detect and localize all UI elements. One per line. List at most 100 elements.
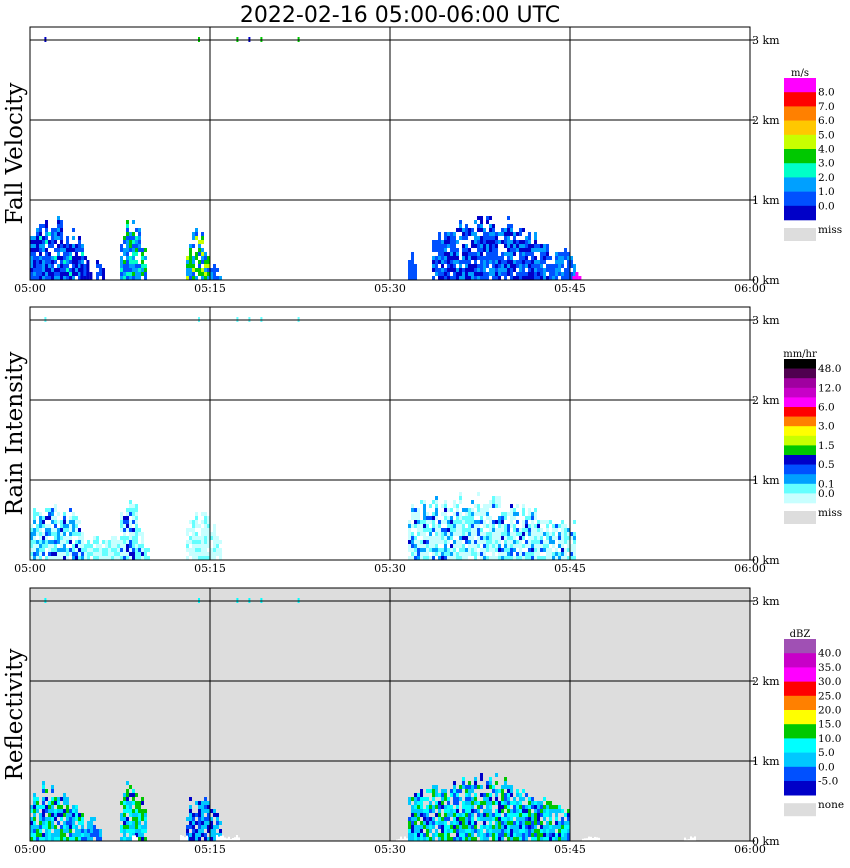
echo-cell xyxy=(525,833,528,837)
echo-cell xyxy=(420,552,423,556)
echo-cell xyxy=(537,821,540,825)
echo-cell xyxy=(489,833,492,837)
echo-cell xyxy=(39,540,42,544)
echo-cell xyxy=(126,260,129,264)
echo-cell xyxy=(471,544,474,548)
echo-cell xyxy=(477,833,480,837)
echo-cell xyxy=(474,829,477,833)
echo-cell xyxy=(63,829,66,833)
echo-cell xyxy=(42,797,45,801)
echo-cell xyxy=(30,248,33,252)
echo-cell xyxy=(57,813,60,817)
echo-cell xyxy=(36,256,39,260)
echo-cell xyxy=(528,829,531,833)
echo-cell xyxy=(138,544,141,548)
echo-cell xyxy=(507,556,510,560)
echo-cell xyxy=(519,256,522,260)
echo-cell xyxy=(489,244,492,248)
echo-cell xyxy=(501,268,504,272)
echo-cell xyxy=(57,801,60,805)
echo-cell xyxy=(120,256,123,260)
echo-cell xyxy=(507,805,510,809)
echo-cell xyxy=(522,508,525,512)
echo-cell xyxy=(33,248,36,252)
echo-cell xyxy=(540,256,543,260)
echo-cell xyxy=(435,500,438,504)
echo-cell xyxy=(54,248,57,252)
echo-cell xyxy=(420,528,423,532)
echo-cell xyxy=(189,248,192,252)
echo-cell xyxy=(453,837,456,841)
echo-cell xyxy=(534,240,537,244)
echo-cell xyxy=(519,829,522,833)
echo-cell xyxy=(483,797,486,801)
echo-cell xyxy=(420,837,423,841)
y-tick-label: 0 km xyxy=(752,554,780,567)
echo-cell xyxy=(456,504,459,508)
echo-cell xyxy=(216,544,219,548)
echo-cell xyxy=(510,272,513,276)
echo-cell xyxy=(462,825,465,829)
echo-cell xyxy=(207,516,210,520)
echo-cell xyxy=(555,536,558,540)
echo-cell xyxy=(459,264,462,268)
echo-cell xyxy=(129,520,132,524)
echo-cell xyxy=(468,793,471,797)
echo-cell xyxy=(42,805,45,809)
echo-cell xyxy=(444,272,447,276)
echo-cell xyxy=(111,536,114,540)
echo-cell xyxy=(522,813,525,817)
legend-miss-label: miss xyxy=(818,224,842,236)
echo-cell xyxy=(51,508,54,512)
echo-cell xyxy=(51,789,54,793)
echo-cell xyxy=(483,264,486,268)
echo-cell xyxy=(135,556,138,560)
echo-cell xyxy=(534,276,537,280)
echo-cell xyxy=(219,548,222,552)
echo-cell xyxy=(63,801,66,805)
echo-cell xyxy=(564,272,567,276)
echo-cell xyxy=(534,528,537,532)
echo-cell xyxy=(86,264,90,268)
echo-cell xyxy=(84,256,87,260)
echo-cell xyxy=(519,825,522,829)
missing-data-cell xyxy=(400,836,402,841)
echo-cell xyxy=(528,548,531,552)
echo-cell xyxy=(546,809,549,813)
echo-cell xyxy=(75,252,78,256)
echo-cell xyxy=(72,809,75,813)
echo-cell xyxy=(63,536,66,540)
echo-cell xyxy=(498,813,501,817)
echo-cell xyxy=(483,532,486,536)
legend-level: 10.0 xyxy=(818,733,841,745)
echo-cell xyxy=(462,260,465,264)
echo-cell xyxy=(522,240,525,244)
echo-cell xyxy=(51,548,54,552)
echo-cell xyxy=(36,797,39,801)
echo-cell xyxy=(501,809,504,813)
y-axis-title: Rain Intensity xyxy=(2,351,28,515)
echo-cell xyxy=(135,833,138,837)
echo-cell xyxy=(453,512,456,516)
echo-cell xyxy=(465,548,468,552)
echo-cell xyxy=(45,228,48,232)
echo-cell xyxy=(528,264,531,268)
echo-cell xyxy=(87,837,90,841)
echo-cell xyxy=(132,817,135,821)
echo-cell xyxy=(195,801,198,805)
echo-cell xyxy=(513,837,516,841)
echo-cell xyxy=(519,548,522,552)
echo-cell xyxy=(81,837,84,841)
echo-cell xyxy=(201,809,204,813)
echo-cell xyxy=(198,268,201,272)
echo-cell xyxy=(423,532,426,536)
echo-cell xyxy=(435,260,438,264)
echo-cell xyxy=(504,781,507,785)
echo-cell xyxy=(417,532,420,536)
echo-cell xyxy=(522,532,525,536)
echo-cell xyxy=(78,821,81,825)
echo-cell xyxy=(483,508,486,512)
echo-cell xyxy=(48,268,51,272)
echo-cell xyxy=(72,520,75,524)
echo-cell xyxy=(417,801,420,805)
